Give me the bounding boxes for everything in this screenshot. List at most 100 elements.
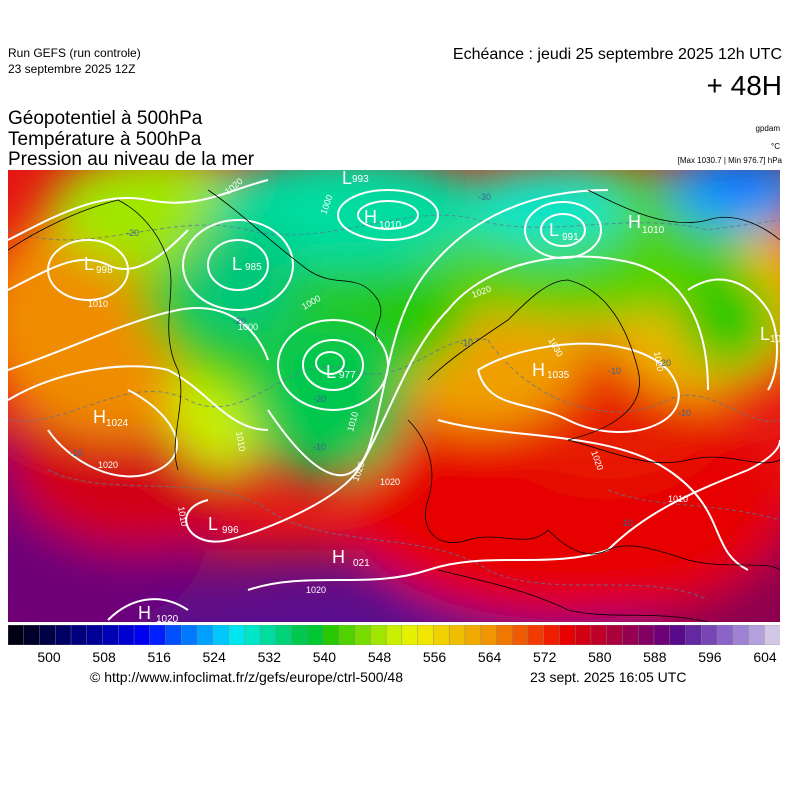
- pressure-value: 10: [770, 334, 780, 345]
- pressure-centers: H 1010 L 993 L 985 L 998 L 991 H 1010 L …: [84, 170, 780, 622]
- temperature-label: -30: [478, 192, 491, 202]
- weather-map[interactable]: H 1010 L 993 L 985 L 998 L 991 H 1010 L …: [8, 170, 780, 622]
- colorbar-swatch: [55, 625, 72, 645]
- colorbar-tick-label: 548: [367, 649, 392, 665]
- isobar-label: 1010: [88, 299, 108, 309]
- isobar-label: 1010: [668, 494, 688, 504]
- pressure-value: 021: [353, 558, 370, 569]
- unit-temperature: °C: [771, 142, 780, 151]
- pressure-value: 1010: [642, 225, 665, 236]
- colorbar-swatch: [653, 625, 671, 645]
- colorbar: [8, 625, 780, 645]
- low-marker: L: [232, 254, 242, 274]
- colorbar-tick-label: 516: [147, 649, 171, 665]
- colorbar-tick-label: 572: [533, 649, 557, 665]
- colorbar-tick-label: 500: [37, 649, 61, 665]
- colorbar-tick-label: 540: [312, 649, 337, 665]
- isobar-label: 1020: [652, 351, 665, 372]
- lead-time: + 48H: [706, 70, 783, 101]
- run-label: Run GEFS (run controle): [8, 46, 141, 60]
- colorbar-swatch: [732, 625, 749, 645]
- colorbar-swatch: [496, 625, 513, 645]
- colorbar-tick-label: 508: [92, 649, 116, 665]
- low-marker: L: [84, 254, 94, 274]
- temperature-label: -10: [608, 366, 621, 376]
- pressure-value: 996: [222, 525, 239, 536]
- colorbar-swatch: [307, 625, 324, 645]
- high-marker: H: [532, 360, 545, 380]
- colorbar-swatch: [622, 625, 639, 645]
- pressure-value: 1020: [156, 614, 179, 622]
- layer-title-pressure: Pression au niveau de la mer: [8, 149, 255, 170]
- colorbar-swatch: [401, 625, 419, 645]
- colorbar-swatch: [70, 625, 88, 645]
- colorbar-swatch: [764, 625, 780, 645]
- colorbar-swatch: [291, 625, 308, 645]
- colorbar-swatch: [464, 625, 482, 645]
- temperature-label: -20: [313, 394, 326, 404]
- isobars: [8, 179, 780, 621]
- temperature-label: -10: [313, 442, 326, 452]
- isobar-label: 1010: [176, 506, 189, 527]
- colorbar-swatch: [275, 625, 293, 645]
- low-marker: L: [342, 170, 352, 188]
- colorbar-swatch: [322, 625, 340, 645]
- high-marker: H: [332, 547, 345, 567]
- colorbar-tick-label: 580: [588, 649, 612, 665]
- colorbar-tick-label: 588: [643, 649, 667, 665]
- colorbar-swatch: [259, 625, 277, 645]
- colorbar-swatch: [228, 625, 245, 645]
- generated-timestamp: 23 sept. 2025 16:05 UTC: [530, 669, 687, 685]
- colorbar-swatch: [86, 625, 104, 645]
- colorbar-swatch: [748, 625, 765, 645]
- low-marker: L: [760, 324, 770, 344]
- temperature-label: -10: [678, 408, 691, 418]
- pressure-value: 993: [352, 174, 369, 185]
- colorbar-tick-label: 564: [477, 649, 502, 665]
- colorbar-swatch: [149, 625, 167, 645]
- isobar-label: 1020: [380, 477, 400, 487]
- isotherms: [8, 214, 780, 601]
- colorbar-swatch: [354, 625, 371, 645]
- high-marker: H: [364, 207, 377, 227]
- temperature-label: -20: [658, 358, 671, 368]
- colorbar-swatch: [669, 625, 686, 645]
- valid-time: Echéance : jeudi 25 septembre 2025 12h U…: [452, 46, 782, 63]
- colorbar-swatch: [433, 625, 450, 645]
- colorbar-swatch: [480, 625, 497, 645]
- high-marker: H: [93, 407, 106, 427]
- colorbar-swatch: [559, 625, 576, 645]
- colorbar-swatch: [118, 625, 135, 645]
- colorbar-swatch: [102, 625, 119, 645]
- colorbar-swatch: [244, 625, 261, 645]
- colorbar-swatch: [338, 625, 356, 645]
- colorbar-swatch: [511, 625, 529, 645]
- colorbar-swatch: [385, 625, 403, 645]
- temperature-label: -10: [620, 518, 633, 528]
- layer-title-temperature: Température à 500hPa: [8, 129, 202, 150]
- coastlines: [8, 189, 780, 622]
- colorbar-tick-label: 604: [753, 649, 777, 665]
- colorbar-swatch: [716, 625, 734, 645]
- run-date: 23 septembre 2025 12Z: [8, 62, 136, 76]
- isobar-label: 1020: [306, 585, 326, 595]
- pressure-value: 1035: [547, 370, 570, 381]
- colorbar-tick-label: 556: [422, 649, 447, 665]
- low-marker: L: [326, 362, 336, 382]
- pressure-value: 985: [245, 262, 262, 273]
- pressure-value: 991: [562, 232, 579, 243]
- source-credit: © http://www.infoclimat.fr/z/gefs/europe…: [90, 669, 404, 685]
- colorbar-swatch: [196, 625, 214, 645]
- temperature-label: -20: [233, 316, 246, 326]
- colorbar-swatch: [606, 625, 623, 645]
- colorbar-swatch: [448, 625, 466, 645]
- pressure-value: 977: [339, 370, 356, 381]
- high-marker: H: [628, 212, 641, 232]
- colorbar-tick-label: 532: [257, 649, 281, 665]
- layer-title-geopotential: Géopotentiel à 500hPa: [8, 108, 203, 129]
- unit-geopotential: gpdam: [755, 124, 780, 133]
- colorbar-swatch: [133, 625, 151, 645]
- colorbar-tick-label: 596: [698, 649, 722, 665]
- colorbar-swatch: [212, 625, 230, 645]
- colorbar-swatch: [370, 625, 387, 645]
